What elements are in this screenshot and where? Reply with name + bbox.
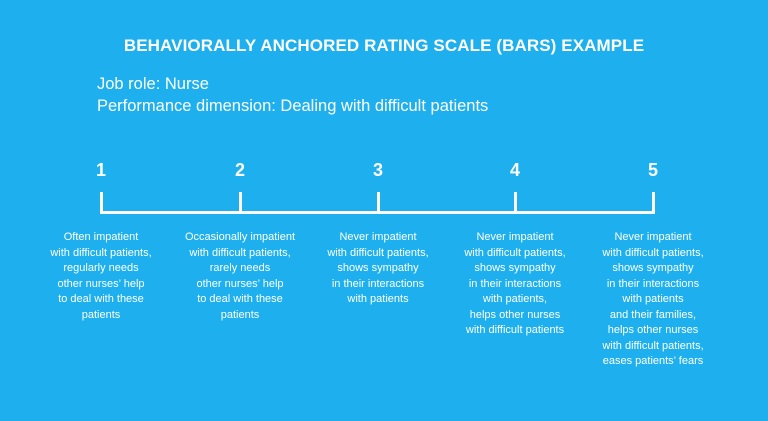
description-line: patients <box>220 308 260 321</box>
scale-tick-2 <box>238 192 242 214</box>
description-line: with difficult patients, <box>602 339 704 352</box>
page-title: BEHAVIORALLY ANCHORED RATING SCALE (BARS… <box>123 36 645 55</box>
description-line: with difficult patients, <box>189 246 291 259</box>
description-line: with difficult patients, <box>602 246 704 259</box>
description-line: helps other nurses <box>469 308 561 321</box>
scale-tick-3 <box>376 192 380 214</box>
description-line: with difficult patients <box>465 324 565 336</box>
rating-number-4: 4 <box>509 160 520 180</box>
description-line: with patients <box>622 293 684 305</box>
rating-number-1: 1 <box>95 160 106 180</box>
rating-description-1: Often impatient with difficult patients, r… <box>31 230 171 323</box>
scale-tick-5 <box>651 192 655 214</box>
rating-description-3: Never impatient with difficult patients, s… <box>308 230 448 308</box>
rating-number-2: 2 <box>234 160 245 180</box>
description-line: regularly needs <box>63 262 139 274</box>
description-line: in their interactions <box>606 277 700 290</box>
description-line: with patients, <box>482 293 548 305</box>
description-line: shows sympathy <box>337 262 419 274</box>
rating-description-2: Occasionally impatient with difficult pat… <box>170 230 310 323</box>
scale-tick-4 <box>513 192 517 214</box>
description-line: with difficult patients, <box>464 246 566 259</box>
description-line: in their interactions <box>468 277 562 290</box>
description-line: Occasionally impatient <box>184 231 296 243</box>
description-line: eases patients’ fears <box>602 355 704 367</box>
performance-dimension-text: Performance dimension: Dealing with diff… <box>97 97 489 115</box>
description-line: Never impatient <box>614 231 692 243</box>
description-line: Never impatient <box>476 231 554 243</box>
description-line: and their families, <box>609 308 697 321</box>
description-line: Often impatient <box>63 231 139 243</box>
rating-number-5: 5 <box>647 160 658 180</box>
description-line: patients <box>81 308 121 321</box>
description-line: other nurses’ help <box>57 277 145 290</box>
description-line: other nurses’ help <box>196 277 284 290</box>
description-line: rarely needs <box>209 262 271 274</box>
description-line: to deal with these <box>58 293 144 305</box>
scale-tick-1 <box>99 192 103 214</box>
rating-number-3: 3 <box>372 160 383 180</box>
description-line: to deal with these <box>197 293 283 305</box>
rating-description-4: Never impatient with difficult patients, s… <box>445 230 585 339</box>
description-line: with patients <box>347 293 409 305</box>
description-line: with difficult patients, <box>327 246 429 259</box>
description-line: shows sympathy <box>474 262 556 274</box>
description-line: helps other nurses <box>607 324 699 336</box>
description-line: shows sympathy <box>612 262 694 274</box>
description-line: Never impatient <box>339 231 417 243</box>
description-line: with difficult patients, <box>50 246 152 259</box>
rating-description-5: Never impatient with difficult patients, s… <box>583 230 723 370</box>
job-role-text: Job role: Nurse <box>97 75 209 93</box>
description-line: in their interactions <box>331 277 425 290</box>
